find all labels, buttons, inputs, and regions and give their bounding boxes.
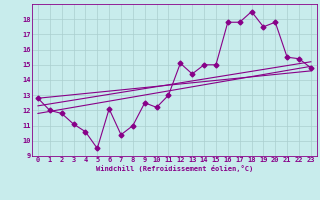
X-axis label: Windchill (Refroidissement éolien,°C): Windchill (Refroidissement éolien,°C): [96, 165, 253, 172]
